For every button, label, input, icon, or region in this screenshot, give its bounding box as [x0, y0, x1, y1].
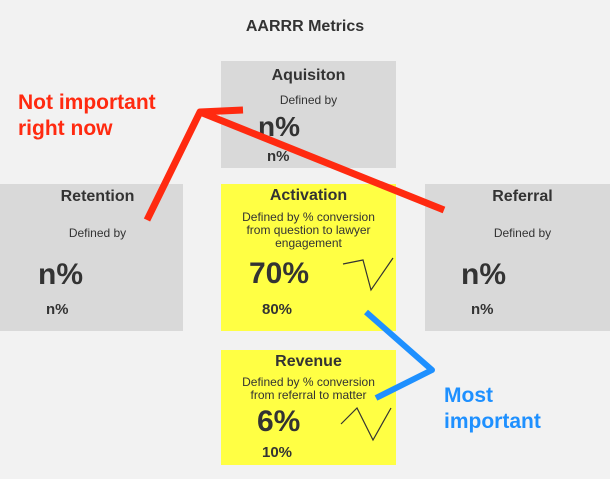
retention-subvalue: n%: [46, 301, 69, 318]
referral-subvalue: n%: [471, 301, 494, 318]
acquisition-name: Aquisiton: [271, 67, 346, 84]
acquisition-value: n%: [258, 111, 300, 142]
most-important-annotation: Most important: [444, 383, 541, 435]
not-important-annotation: Not important right now: [18, 90, 156, 142]
revenue-sparkline-icon: [340, 406, 392, 442]
retention-definition: Defined by: [68, 226, 127, 240]
acquisition-subvalue: n%: [267, 148, 290, 165]
most-important-line1: Most: [444, 384, 493, 407]
retention-card: Retention Defined by n% n%: [0, 184, 183, 331]
acquisition-card: Aquisiton Defined by n% n%: [221, 61, 396, 168]
retention-name: Retention: [60, 188, 135, 205]
not-important-line2: right now: [18, 117, 113, 140]
activation-name: Activation: [269, 187, 348, 204]
activation-sparkline-icon: [342, 257, 394, 292]
acquisition-definition: Defined by: [279, 93, 338, 107]
referral-value: n%: [461, 258, 506, 291]
not-important-line1: Not important: [18, 91, 156, 114]
activation-value: 70%: [249, 257, 310, 290]
referral-card: Referral Defined by n% n%: [425, 184, 610, 331]
revenue-definition: Defined by % conversion from referral to…: [242, 375, 375, 402]
activation-card: Activation Defined by % conversion from …: [221, 184, 396, 331]
activation-definition: Defined by % conversion from question to…: [242, 210, 375, 250]
revenue-value: 6%: [257, 405, 301, 438]
page-title: AARRR Metrics: [245, 18, 365, 35]
referral-definition: Defined by: [493, 226, 552, 240]
retention-value: n%: [38, 258, 83, 291]
revenue-subvalue: 10%: [262, 444, 293, 461]
activation-subvalue: 80%: [262, 301, 293, 318]
most-important-line2: important: [444, 410, 541, 433]
revenue-card: Revenue Defined by % conversion from ref…: [221, 350, 396, 465]
referral-name: Referral: [492, 188, 553, 205]
revenue-name: Revenue: [275, 353, 342, 370]
